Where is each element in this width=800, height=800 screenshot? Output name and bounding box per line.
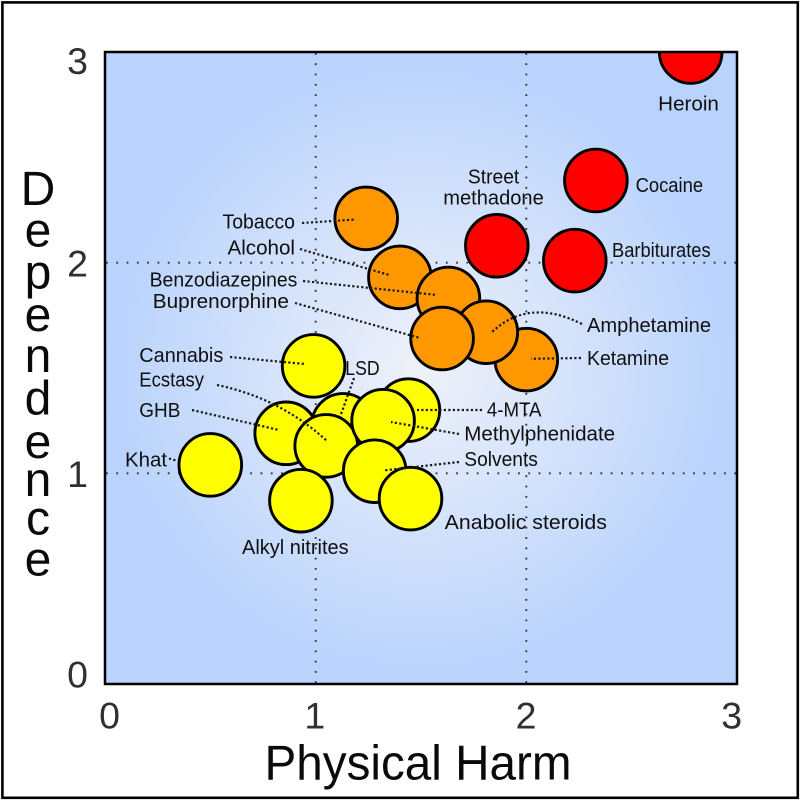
svg-text:Physical Harm: Physical Harm [265,735,572,790]
svg-text:1: 1 [67,453,88,495]
svg-text:3: 3 [67,40,88,82]
svg-text:Benzodiazepines: Benzodiazepines [150,269,298,292]
svg-text:LSD: LSD [345,357,379,380]
svg-text:e: e [25,533,52,586]
svg-text:e: e [25,289,52,342]
svg-text:1: 1 [304,695,325,737]
svg-text:n: n [25,330,52,383]
svg-text:Khat: Khat [125,449,167,472]
svg-text:p: p [25,247,52,300]
svg-text:3: 3 [721,695,742,737]
svg-text:Heroin: Heroin [658,92,719,115]
svg-text:Street: Street [468,165,520,188]
svg-text:c: c [26,493,50,546]
svg-text:0: 0 [67,654,88,696]
svg-text:0: 0 [99,695,120,737]
svg-text:GHB: GHB [139,399,180,422]
svg-text:Methylphenidate: Methylphenidate [464,423,615,446]
svg-text:Tobacco: Tobacco [223,211,296,234]
svg-text:2: 2 [516,695,537,737]
svg-text:e: e [25,204,52,257]
svg-text:Anabolic steroids: Anabolic steroids [445,511,607,534]
svg-text:Barbiturates: Barbiturates [612,239,711,262]
svg-text:2: 2 [67,242,88,284]
svg-text:Buprenorphine: Buprenorphine [153,290,289,313]
svg-text:Ketamine: Ketamine [587,347,669,370]
svg-text:D: D [21,163,56,216]
svg-text:Alkyl nitrites: Alkyl nitrites [242,536,349,559]
svg-text:Cocaine: Cocaine [636,174,704,197]
svg-text:4-MTA: 4-MTA [487,398,542,421]
svg-text:e: e [25,416,52,469]
svg-text:Amphetamine: Amphetamine [587,314,711,337]
svg-text:d: d [25,373,52,426]
svg-text:n: n [25,454,52,507]
svg-text:Alcohol: Alcohol [228,236,296,259]
svg-text:Ecstasy: Ecstasy [139,368,204,391]
svg-text:methadone: methadone [443,186,544,209]
svg-text:Cannabis: Cannabis [139,344,223,367]
svg-text:Solvents: Solvents [464,448,538,471]
